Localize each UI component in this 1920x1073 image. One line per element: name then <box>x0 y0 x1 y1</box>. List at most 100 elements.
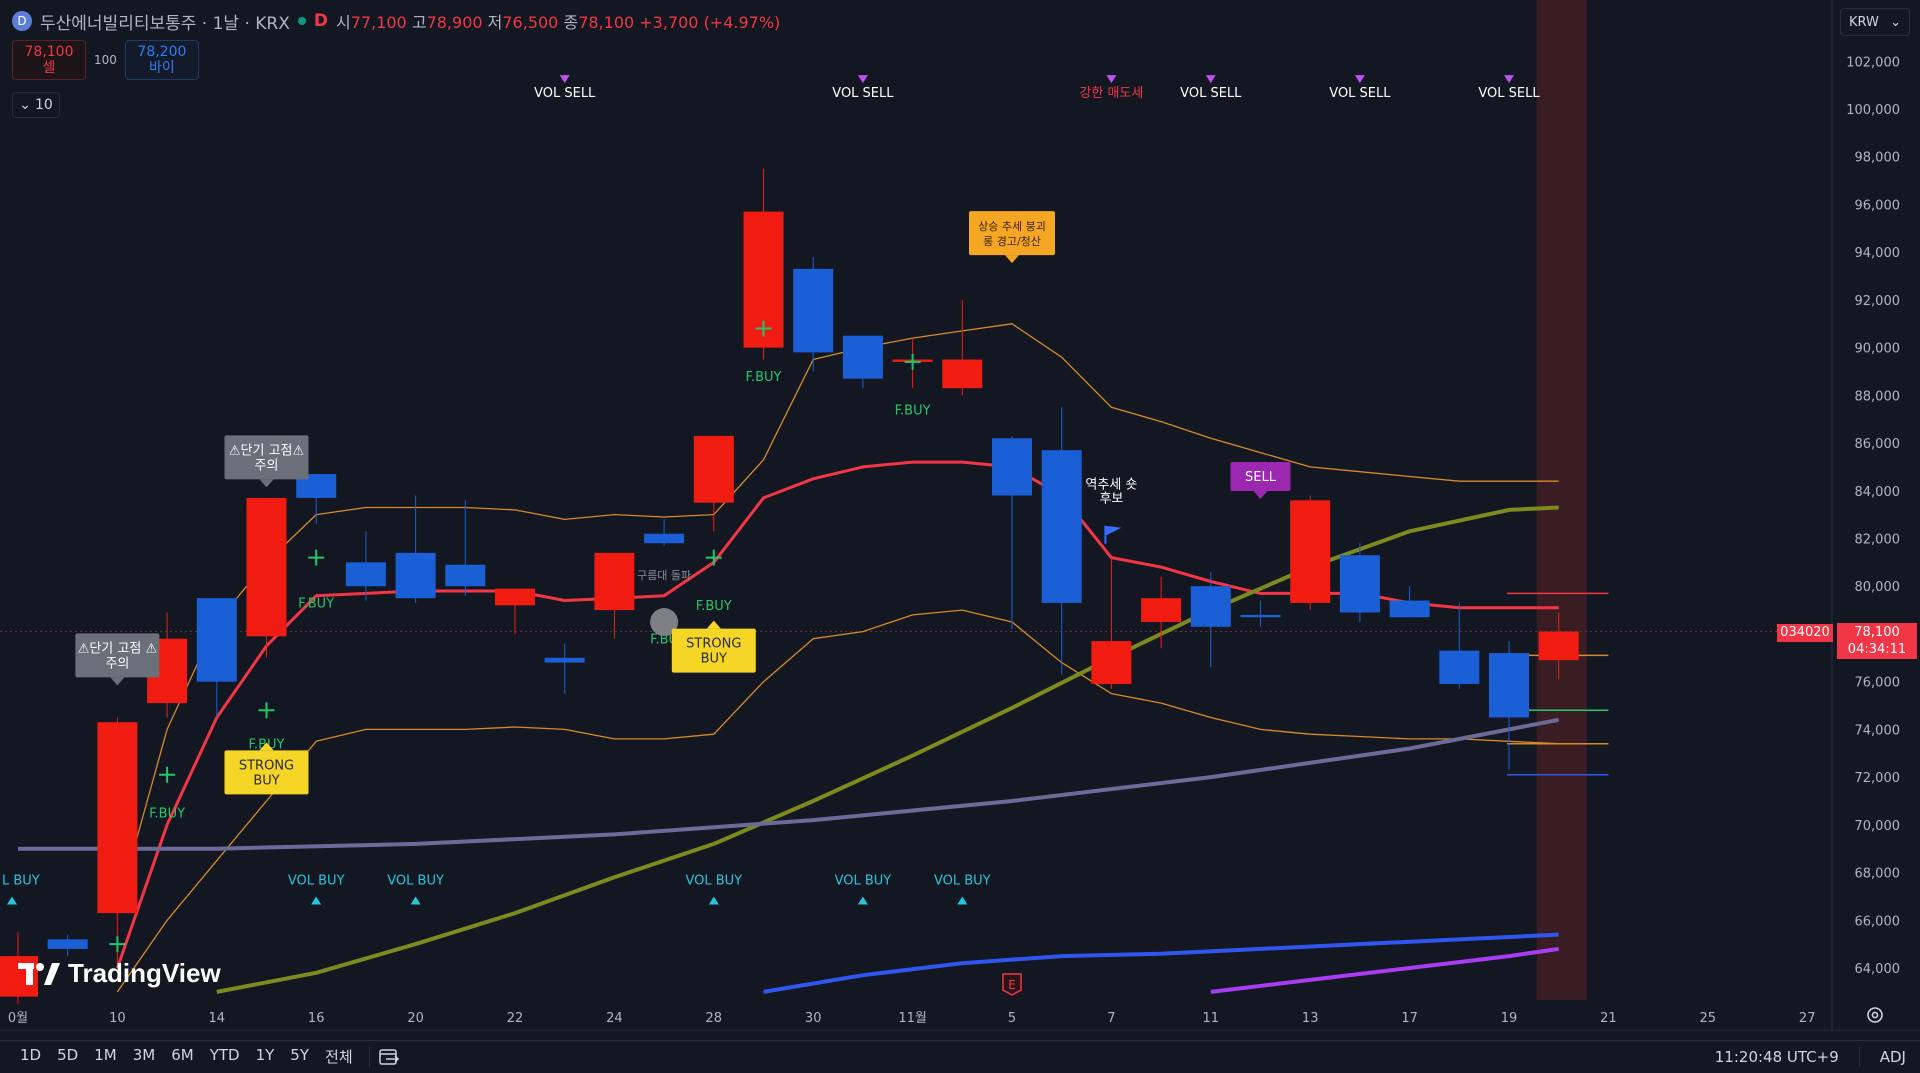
fbuy-label: F.BUY <box>696 599 732 614</box>
candle[interactable] <box>246 497 287 658</box>
tradingview-watermark[interactable]: TradingView <box>18 958 221 989</box>
price-tick-label: 64,000 <box>1855 962 1901 977</box>
candle-body <box>594 552 635 611</box>
buy-arrow-icon <box>7 896 17 905</box>
last-price-symbol-tag: 034020 <box>1777 624 1833 642</box>
buy-button[interactable]: 78,200 바이 <box>124 40 199 80</box>
candle[interactable] <box>992 435 1032 630</box>
range-button[interactable]: 1Y <box>255 1046 275 1064</box>
clock[interactable]: 11:20:48 UTC+9 <box>1714 1048 1839 1066</box>
sell-arrow-icon <box>1205 75 1216 84</box>
indicators-toggle-button[interactable]: ⌄ 10 <box>12 92 60 118</box>
callout-box <box>1230 461 1291 491</box>
high-value: 78,900 <box>426 13 483 32</box>
candle[interactable] <box>544 643 585 694</box>
short-term-top-warning[interactable]: ⚠단기 고점 ⚠주의 <box>75 633 160 686</box>
resolution-badge: D <box>313 11 329 31</box>
candle[interactable] <box>1489 641 1529 770</box>
calendar-goto-icon[interactable] <box>378 1047 400 1067</box>
callout-text: ⚠단기 고점⚠ <box>229 443 304 458</box>
candle[interactable] <box>1389 586 1430 618</box>
open-label: 시 <box>336 13 351 32</box>
adjust-toggle[interactable]: ADJ <box>1879 1048 1906 1066</box>
earnings-badge <box>1002 973 1022 996</box>
session-highlight <box>1536 0 1587 1000</box>
candle[interactable] <box>1439 602 1480 689</box>
vol-buy-label: VOL BUY <box>288 873 345 888</box>
spread-value: 100 <box>94 53 117 67</box>
sell-callout[interactable]: SELL <box>1230 461 1291 499</box>
candle[interactable] <box>296 474 337 525</box>
sell-arrow-icon <box>559 75 570 84</box>
candle[interactable] <box>1041 407 1082 675</box>
candle[interactable] <box>693 435 734 532</box>
callout-text: ⚠단기 고점 ⚠ <box>78 641 157 656</box>
short-term-top-warning[interactable]: ⚠단기 고점⚠주의 <box>224 435 309 488</box>
candle-body <box>1141 598 1182 623</box>
bb-lower-line <box>116 609 1559 993</box>
candle-body <box>992 438 1032 496</box>
sell-button[interactable]: 78,100 셀 <box>12 40 86 80</box>
candle[interactable] <box>1240 600 1281 627</box>
range-button[interactable]: 전체 <box>325 1048 353 1066</box>
currency-select[interactable]: KRW ⌄ <box>1840 8 1910 36</box>
candle[interactable] <box>196 598 237 718</box>
divider <box>1858 1047 1860 1067</box>
candle[interactable] <box>1290 495 1331 611</box>
candle[interactable] <box>1538 612 1579 680</box>
price-tick-label: 68,000 <box>1855 867 1901 882</box>
candle[interactable] <box>495 588 535 634</box>
trend-break-warning[interactable]: 상승 추세 붕괴롱 경고/청산 <box>969 211 1055 264</box>
time-tick-label: 21 <box>1600 1011 1617 1026</box>
candle[interactable] <box>1141 576 1182 649</box>
divider <box>368 1046 370 1067</box>
callout-pointer <box>259 742 274 751</box>
candle-body <box>1489 653 1529 718</box>
candle[interactable] <box>47 934 88 957</box>
candle[interactable] <box>1339 543 1380 623</box>
symbol-title[interactable]: 두산에너빌리티보통주 · 1날 · KRX <box>40 13 290 34</box>
reversal-candidate-label: 후보 <box>1099 492 1123 507</box>
toolbar-right: 11:20:48 UTC+9 ADJ <box>1715 1041 1906 1073</box>
candle[interactable] <box>942 299 983 396</box>
sell-arrow-icon <box>1354 75 1365 84</box>
candle[interactable] <box>395 495 436 603</box>
candle[interactable] <box>97 717 138 968</box>
range-button[interactable]: 6M <box>171 1046 194 1064</box>
range-button[interactable]: 1M <box>94 1046 117 1064</box>
fbuy-plus-icon <box>109 936 126 953</box>
price-tick-label: 74,000 <box>1855 723 1901 738</box>
currency-label: KRW <box>1849 14 1879 30</box>
candle[interactable] <box>1091 557 1132 689</box>
candle-body <box>842 335 883 379</box>
range-button[interactable]: 1D <box>20 1046 42 1064</box>
candle[interactable] <box>644 519 685 546</box>
bar-countdown: 04:34:11 <box>1847 642 1907 657</box>
candle[interactable] <box>345 531 386 601</box>
flag-icon-cloth <box>1105 525 1122 536</box>
vol-buy-label: L BUY <box>2 873 40 888</box>
callout-text: BUY <box>253 773 279 788</box>
low-value: 76,500 <box>502 13 559 32</box>
range-button[interactable]: YTD <box>209 1046 240 1064</box>
time-tick-label: 10 <box>109 1011 126 1026</box>
fbuy-label: F.BUY <box>149 807 185 822</box>
callout-text: 롱 경고/청산 <box>983 235 1041 248</box>
close-label: 종 <box>563 13 579 32</box>
gear-icon[interactable] <box>1865 1005 1885 1025</box>
sell-arrow-icon <box>1106 75 1117 84</box>
candle[interactable] <box>842 335 883 389</box>
candle[interactable] <box>594 552 635 639</box>
candle[interactable] <box>1190 571 1231 668</box>
candle[interactable] <box>793 256 834 372</box>
candle-body <box>693 435 734 503</box>
earnings-icon[interactable]: E <box>1002 973 1022 996</box>
range-button[interactable]: 5Y <box>290 1046 310 1064</box>
range-button[interactable]: 3M <box>132 1046 156 1064</box>
candle[interactable] <box>445 500 486 596</box>
range-button[interactable]: 5D <box>57 1046 79 1064</box>
symbol-logo-icon[interactable]: D <box>12 11 32 31</box>
